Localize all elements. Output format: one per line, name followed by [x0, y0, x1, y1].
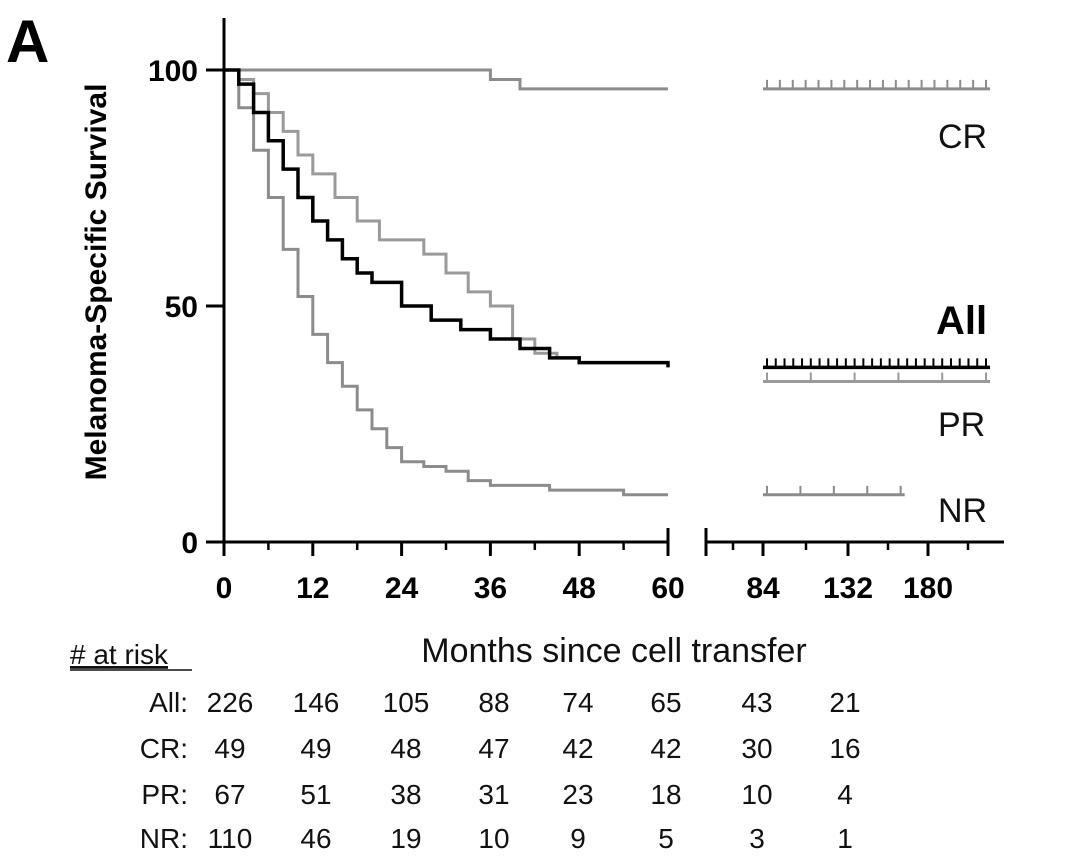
at-risk-cell-all: 88: [478, 687, 509, 718]
survival-curves: [224, 68, 990, 497]
at-risk-cell-pr: 4: [837, 779, 853, 810]
curve-cr-seg1: [224, 68, 668, 91]
x-axis-label: Months since cell transfer: [421, 632, 807, 670]
at-risk-cell-nr: 9: [570, 823, 586, 854]
at-risk-cell-nr: 19: [390, 823, 421, 854]
at-risk-cell-nr: 10: [478, 823, 509, 854]
at-risk-cell-pr: 67: [214, 779, 245, 810]
y-ticks: 0 50 100: [148, 55, 224, 560]
x-tick-label-0: 0: [216, 572, 233, 605]
at-risk-row-label-nr: NR:: [140, 823, 188, 854]
x-ticks: 0 12 24 36 48 60 84 132 180: [216, 542, 970, 605]
y-tick-label-100: 100: [148, 55, 198, 88]
x-tick-label-24: 24: [385, 572, 419, 605]
at-risk-cell-cr: 47: [478, 733, 509, 764]
at-risk-cell-cr: 42: [562, 733, 593, 764]
at-risk-cell-nr: 110: [208, 823, 253, 854]
at-risk-cell-pr: 10: [741, 779, 772, 810]
at-risk-cell-all: 21: [829, 687, 860, 718]
series-label-all: All: [936, 299, 987, 343]
at-risk-cell-cr: 30: [741, 733, 772, 764]
y-tick-label-50: 50: [165, 291, 198, 324]
at-risk-cell-cr: 49: [214, 733, 245, 764]
at-risk-title: # at risk: [70, 639, 169, 670]
at-risk-cell-nr: 1: [837, 823, 853, 854]
at-risk-cell-cr: 48: [390, 733, 421, 764]
at-risk-cell-all: 105: [383, 687, 430, 718]
at-risk-cell-all: 226: [207, 687, 254, 718]
at-risk-row-label-all: All:: [149, 687, 188, 718]
at-risk-row-label-pr: PR:: [141, 779, 188, 810]
at-risk-cell-cr: 16: [829, 733, 860, 764]
y-axis-label: Melanoma-Specific Survival: [80, 84, 113, 481]
at-risk-cell-nr: 5: [658, 823, 674, 854]
x-tick-label-132: 132: [823, 572, 873, 605]
x-tick-label-48: 48: [563, 572, 596, 605]
curve-all-seg1: [224, 68, 670, 368]
at-risk-cell-all: 74: [562, 687, 593, 718]
at-risk-cell-nr: 46: [300, 823, 331, 854]
x-tick-label-12: 12: [296, 572, 329, 605]
x-tick-label-180: 180: [903, 572, 953, 605]
series-label-cr: CR: [938, 118, 987, 156]
x-tick-label-36: 36: [474, 572, 507, 605]
at-risk-cell-pr: 38: [390, 779, 421, 810]
at-risk-row-label-cr: CR:: [140, 733, 188, 764]
curve-pr-seg1: [224, 68, 668, 365]
series-label-nr: NR: [938, 492, 987, 530]
at-risk-cell-cr: 42: [650, 733, 681, 764]
at-risk-cell-pr: 23: [562, 779, 593, 810]
at-risk-cell-nr: 3: [749, 823, 765, 854]
y-tick-label-0: 0: [181, 527, 198, 560]
at-risk-cell-cr: 49: [300, 733, 331, 764]
curve-nr-seg1: [224, 68, 668, 497]
x-tick-label-84: 84: [746, 572, 780, 605]
at-risk-cell-pr: 31: [478, 779, 509, 810]
panel-label: A: [6, 8, 49, 75]
series-label-pr: PR: [938, 406, 985, 444]
at-risk-cell-all: 146: [293, 687, 340, 718]
x-tick-label-60: 60: [651, 572, 684, 605]
at-risk-cell-all: 65: [650, 687, 681, 718]
at-risk-cell-all: 43: [741, 687, 772, 718]
at-risk-cell-pr: 51: [300, 779, 331, 810]
at-risk-cell-pr: 18: [650, 779, 681, 810]
